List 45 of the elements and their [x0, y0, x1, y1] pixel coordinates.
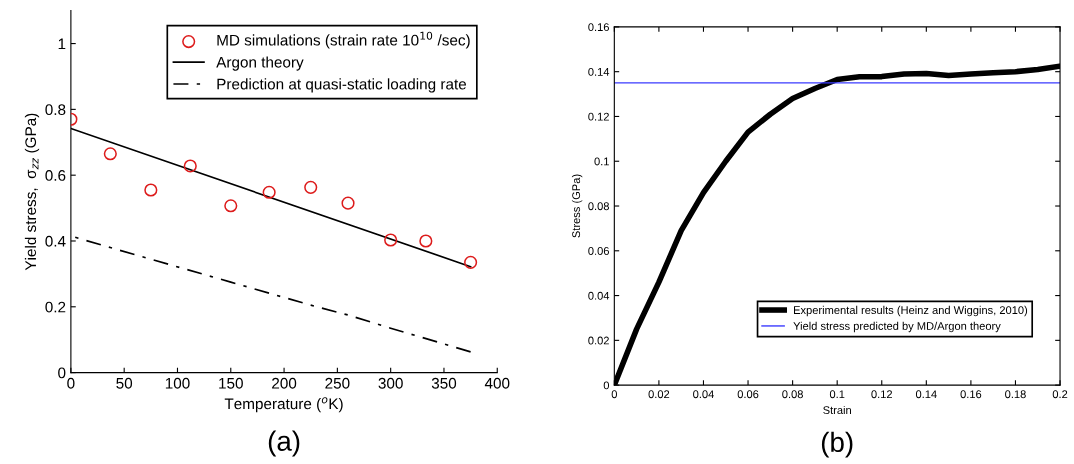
y-tick-label: 0 [58, 367, 66, 379]
y-tick-label: 0.8 [45, 104, 66, 116]
y-tick-label: 0.1 [594, 157, 609, 166]
y-axis-title: Stress (GPa) [571, 174, 583, 238]
x-tick-label: 0.04 [693, 390, 714, 399]
x-tick-label: 150 [219, 377, 243, 389]
x-tick-label: 0.06 [737, 390, 759, 399]
x-tick-label: 0.16 [960, 390, 982, 399]
text: (a) [268, 430, 300, 457]
x-tick-label: 350 [431, 377, 457, 389]
legend-label: Yield stress predicted by MD/Argon theory [793, 321, 1001, 333]
x-tick-label: 0.18 [1005, 390, 1026, 399]
y-tick-label: 0.6 [45, 170, 66, 181]
x-tick-label: 200 [272, 377, 297, 389]
text: (b) [821, 431, 853, 458]
x-tick-label: 50 [116, 377, 133, 389]
y-tick-label: 0.08 [588, 202, 609, 211]
y-tick-label: 0.14 [588, 67, 610, 76]
legend-label: MD simulations (strain rate 10$^{10}$ /sec) [217, 31, 470, 49]
x-tick-label: 0.02 [648, 390, 670, 399]
x-tick-label: 0.12 [871, 390, 893, 399]
legend-label: Argon theory [216, 56, 304, 71]
x-tick-label: 250 [325, 377, 350, 389]
x-tick-label: 0.2 [1052, 390, 1068, 399]
x-tick-label: 100 [165, 377, 190, 389]
x-tick-label: 0 [67, 377, 75, 389]
x-tick-label: 0.1 [829, 390, 845, 399]
x-tick-label: 0.14 [915, 390, 937, 399]
y-tick-label: 0.16 [588, 23, 609, 32]
y-tick-label: 0.06 [588, 247, 609, 255]
y-tick-label: 0.2 [45, 301, 66, 313]
x-axis-title: Temperature ($^{o}$K) [224, 397, 343, 413]
y-axis-title: Yield stress, σ$_{zz}$ (GPa) [24, 113, 40, 271]
y-tick-label: 0.04 [588, 291, 610, 300]
legend-label: Experimental results (Heinz and Wiggins, 2010) [794, 305, 1028, 317]
y-tick-label: 0.4 [45, 235, 66, 247]
y-tick-label: 1 [58, 38, 66, 50]
y-tick-label: 0.12 [588, 112, 609, 121]
y-tick-label: 0.02 [588, 336, 609, 345]
x-tick-label: 300 [378, 377, 403, 389]
x-tick-label: 400 [484, 377, 510, 389]
x-axis-title: Strain [823, 405, 851, 415]
x-tick-label: 0.08 [782, 390, 803, 399]
legend-label: Prediction at quasi-static loading rate [217, 78, 467, 93]
x-tick-label: 0 [611, 390, 617, 399]
